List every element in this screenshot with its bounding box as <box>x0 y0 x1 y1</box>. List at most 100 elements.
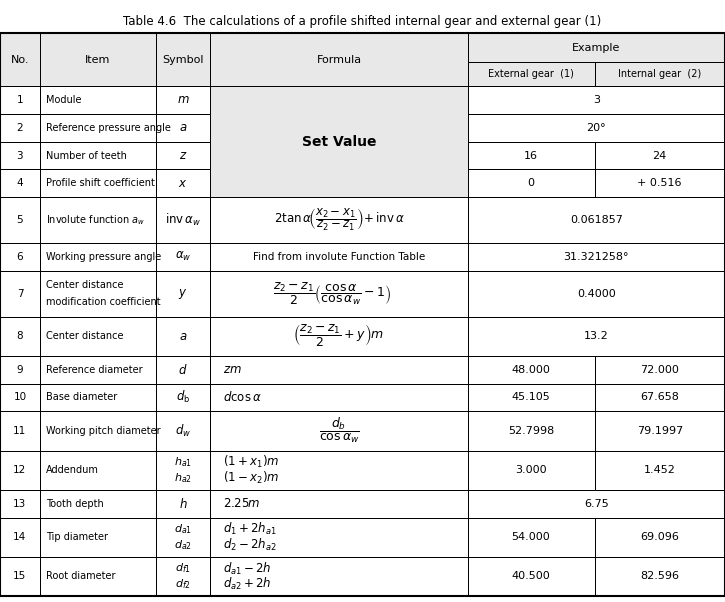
Bar <box>156 317 210 356</box>
Text: 54.000: 54.000 <box>512 532 550 542</box>
Bar <box>40 114 156 141</box>
Bar <box>468 383 594 411</box>
Text: $d$: $d$ <box>178 362 188 377</box>
Bar <box>210 271 468 317</box>
Text: 9: 9 <box>17 365 23 374</box>
Bar <box>40 383 156 411</box>
Bar <box>0 197 40 243</box>
Bar <box>210 557 468 596</box>
Bar <box>156 411 210 450</box>
Text: Center distance: Center distance <box>46 331 123 341</box>
Bar <box>156 271 210 317</box>
Bar <box>0 383 40 411</box>
Text: $a$: $a$ <box>179 330 187 343</box>
Bar <box>40 197 156 243</box>
Text: Center distance: Center distance <box>46 281 123 290</box>
Bar <box>40 450 156 490</box>
Bar <box>210 33 468 86</box>
Bar <box>210 518 468 557</box>
Bar <box>0 450 40 490</box>
Text: Root diameter: Root diameter <box>46 571 115 582</box>
Bar <box>594 141 725 169</box>
Text: 14: 14 <box>13 532 27 542</box>
Text: $\left(1-x_2\right)m$: $\left(1-x_2\right)m$ <box>223 470 280 486</box>
Text: Addendum: Addendum <box>46 465 99 475</box>
Bar <box>40 557 156 596</box>
Bar <box>156 383 210 411</box>
Text: 67.658: 67.658 <box>640 393 679 402</box>
Text: Involute function $a_w$: Involute function $a_w$ <box>46 213 145 227</box>
Text: External gear  (1): External gear (1) <box>488 69 574 79</box>
Bar <box>0 518 40 557</box>
Text: 6.75: 6.75 <box>584 498 609 509</box>
Text: modification coefficient: modification coefficient <box>46 297 160 307</box>
Bar <box>40 141 156 169</box>
Bar <box>156 557 210 596</box>
Text: $d_{f1}$: $d_{f1}$ <box>175 562 191 576</box>
Bar <box>468 114 725 141</box>
Bar <box>468 356 594 383</box>
Text: $\mathrm{inv}\,\alpha_w$: $\mathrm{inv}\,\alpha_w$ <box>165 212 201 228</box>
Text: Symbol: Symbol <box>162 55 204 64</box>
Bar <box>468 518 594 557</box>
Bar <box>468 317 725 356</box>
Bar <box>468 490 725 518</box>
Bar <box>156 450 210 490</box>
Text: 11: 11 <box>13 426 27 436</box>
Text: 13: 13 <box>13 498 27 509</box>
Text: $\alpha_w$: $\alpha_w$ <box>175 250 191 264</box>
Text: $\dfrac{z_2-z_1}{2}\left(\dfrac{\cos\alpha}{\cos\alpha_w}-1\right)$: $\dfrac{z_2-z_1}{2}\left(\dfrac{\cos\alp… <box>273 281 391 306</box>
Text: 6: 6 <box>17 252 23 262</box>
Text: + 0.516: + 0.516 <box>637 178 682 188</box>
Text: $d_{\mathrm{b}}$: $d_{\mathrm{b}}$ <box>176 389 190 406</box>
Bar <box>468 141 594 169</box>
Bar <box>210 197 468 243</box>
Text: Table 4.6  The calculations of a profile shifted internal gear and external gear: Table 4.6 The calculations of a profile … <box>123 15 602 28</box>
Text: 69.096: 69.096 <box>640 532 679 542</box>
Text: 3: 3 <box>17 150 23 161</box>
Text: Item: Item <box>86 55 110 64</box>
Text: 1: 1 <box>17 95 23 105</box>
Text: 79.1997: 79.1997 <box>637 426 683 436</box>
Bar <box>0 317 40 356</box>
Bar <box>468 197 725 243</box>
Bar <box>468 33 725 62</box>
Text: Reference diameter: Reference diameter <box>46 365 142 374</box>
Text: $\left(1+x_1\right)m$: $\left(1+x_1\right)m$ <box>223 455 280 470</box>
Text: 7: 7 <box>17 288 23 299</box>
Bar <box>468 411 594 450</box>
Text: Find from involute Function Table: Find from involute Function Table <box>253 252 425 262</box>
Bar <box>40 518 156 557</box>
Text: $d_{a1}$: $d_{a1}$ <box>174 523 192 536</box>
Bar <box>40 271 156 317</box>
Text: Working pitch diameter: Working pitch diameter <box>46 426 160 436</box>
Bar <box>468 169 594 197</box>
Text: $h_{a2}$: $h_{a2}$ <box>174 471 192 485</box>
Text: $x$: $x$ <box>178 177 188 190</box>
Text: Tip diameter: Tip diameter <box>46 532 108 542</box>
Text: $d_w$: $d_w$ <box>175 423 191 439</box>
Text: Working pressure angle: Working pressure angle <box>46 252 161 262</box>
Text: 2: 2 <box>17 123 23 133</box>
Text: $y$: $y$ <box>178 287 188 300</box>
Bar <box>210 450 468 490</box>
Text: 13.2: 13.2 <box>584 331 609 341</box>
Text: $h$: $h$ <box>179 497 187 510</box>
Bar <box>156 86 210 114</box>
Text: 0.061857: 0.061857 <box>570 215 623 225</box>
Text: 24: 24 <box>652 150 667 161</box>
Bar <box>0 33 40 86</box>
Bar <box>156 169 210 197</box>
Bar <box>210 356 468 383</box>
Text: 8: 8 <box>17 331 23 341</box>
Text: 48.000: 48.000 <box>512 365 550 374</box>
Text: Reference pressure angle: Reference pressure angle <box>46 123 170 133</box>
Bar <box>594 62 725 86</box>
Bar <box>156 141 210 169</box>
Text: $d_{f2}$: $d_{f2}$ <box>175 577 191 591</box>
Text: Set Value: Set Value <box>302 135 376 149</box>
Text: $\left(\dfrac{z_2-z_1}{2}+y\right)m$: $\left(\dfrac{z_2-z_1}{2}+y\right)m$ <box>294 323 384 349</box>
Bar <box>468 271 725 317</box>
Bar <box>468 86 725 114</box>
Bar <box>40 356 156 383</box>
